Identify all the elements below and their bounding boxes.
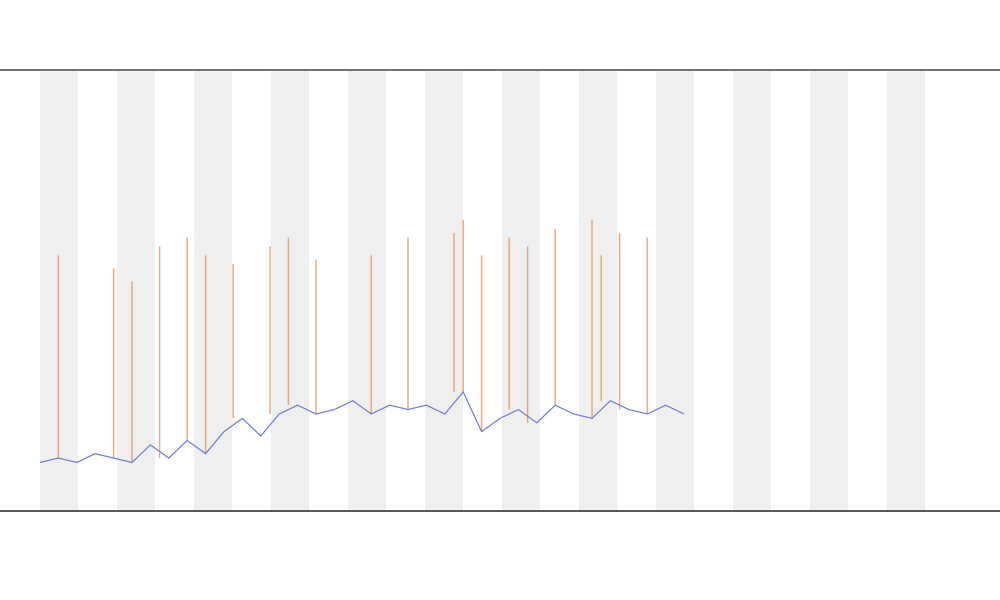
band — [887, 71, 925, 510]
band — [810, 71, 848, 510]
band — [425, 71, 463, 510]
band — [117, 71, 155, 510]
band — [733, 71, 771, 510]
band — [502, 71, 540, 510]
band — [656, 71, 694, 510]
series-line — [39, 390, 685, 464]
bands — [40, 71, 925, 510]
band — [348, 71, 386, 510]
band — [194, 71, 232, 510]
band — [271, 71, 309, 510]
band — [579, 71, 617, 510]
